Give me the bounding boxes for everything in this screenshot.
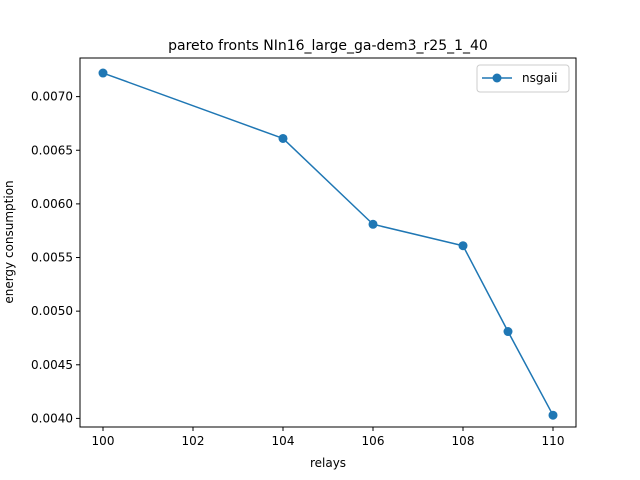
legend-label: nsgaii bbox=[522, 71, 558, 85]
series-layer bbox=[98, 68, 558, 420]
y-tick-label: 0.0050 bbox=[31, 304, 73, 318]
y-axis-label: energy consumption bbox=[2, 180, 16, 303]
data-point bbox=[548, 410, 558, 420]
x-tick-label: 100 bbox=[92, 434, 115, 448]
legend-box bbox=[476, 64, 570, 93]
series-line bbox=[102, 72, 554, 416]
legend: nsgaii bbox=[476, 64, 570, 93]
ticks: 100 102 104 106 108 110 0.0040 0.0045 0.0050 0.00… bbox=[31, 90, 564, 448]
y-tick-label: 0.0060 bbox=[31, 197, 73, 211]
data-point bbox=[278, 133, 288, 143]
x-axis-label: relays bbox=[310, 456, 346, 470]
legend-marker bbox=[492, 73, 502, 83]
chart-title: pareto fronts NIn16_large_ga-dem3_r25_1_… bbox=[168, 38, 488, 54]
y-tick-label: 0.0045 bbox=[31, 358, 73, 372]
x-tick-label: 104 bbox=[272, 434, 295, 448]
data-point bbox=[503, 327, 513, 337]
y-tick-label: 0.0055 bbox=[31, 251, 73, 265]
x-tick-label: 110 bbox=[542, 434, 565, 448]
plot-frame bbox=[79, 57, 577, 428]
x-tick-label: 106 bbox=[362, 434, 385, 448]
x-tick-label: 102 bbox=[182, 434, 205, 448]
plot-area bbox=[80, 58, 576, 427]
y-tick-label: 0.0070 bbox=[31, 90, 73, 104]
data-point bbox=[98, 68, 108, 78]
x-tick-label: 108 bbox=[452, 434, 475, 448]
y-tick-label: 0.0065 bbox=[31, 143, 73, 157]
data-point bbox=[458, 241, 468, 251]
data-point bbox=[368, 219, 378, 229]
y-tick-label: 0.0040 bbox=[31, 411, 73, 425]
